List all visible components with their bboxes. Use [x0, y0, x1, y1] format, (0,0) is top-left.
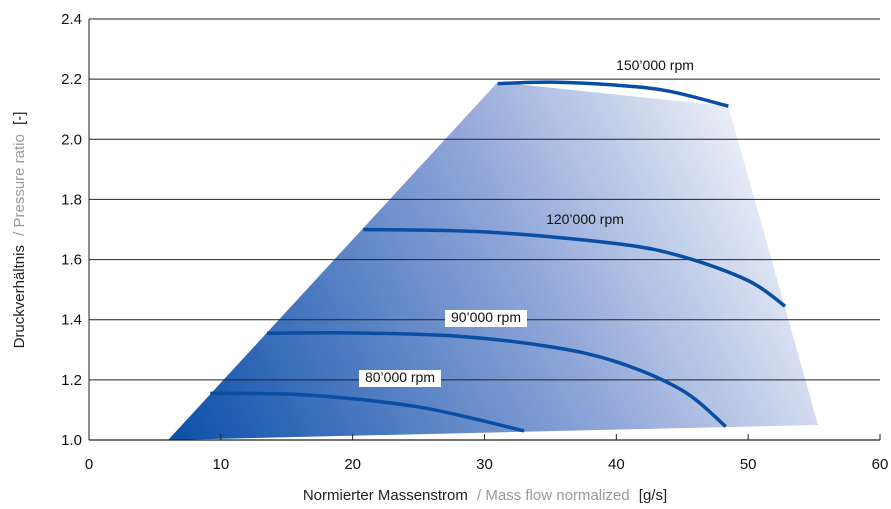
y-axis-label-secondary: / Pressure ratio: [11, 134, 28, 236]
y-tick-label: 2.0: [61, 131, 82, 148]
axes: [88, 19, 881, 441]
y-tick-label: 1.4: [61, 312, 82, 329]
x-tick-label: 60: [872, 456, 889, 473]
y-tick-labels: 1.0 1.2 1.4 1.6 1.8 2.0 2.2 2.4: [61, 11, 82, 449]
speed-label-background: [445, 310, 527, 327]
y-axis-label-unit: [-]: [11, 112, 28, 125]
speed-line-label: 120’000 rpm: [546, 211, 624, 227]
x-tick-label: 30: [476, 456, 493, 473]
y-tick-label: 1.2: [61, 372, 82, 389]
x-tick-label: 10: [212, 456, 229, 473]
speed-line: [363, 227, 787, 308]
x-tick-label: 50: [740, 456, 757, 473]
y-axis-label-primary: Druckverhältnis: [11, 245, 28, 348]
y-tick-label: 1.0: [61, 432, 82, 449]
x-axis-label-primary: Normierter Massenstrom: [303, 487, 468, 504]
speed-line: [266, 331, 727, 428]
y-tick-label: 1.6: [61, 252, 82, 269]
x-axis-label: Normierter Massenstrom / Mass flow norma…: [303, 487, 667, 504]
speed-lines: 80’000 rpm 90’000 rpm 120’000 rpm 150’000 r…: [210, 57, 787, 433]
x-tick-label: 40: [608, 456, 625, 473]
speed-line-label: 80’000 rpm: [365, 369, 435, 385]
speed-line: [210, 391, 525, 433]
speed-line-label: 90’000 rpm: [451, 309, 521, 325]
y-tick-label: 2.4: [61, 11, 82, 28]
x-tick-label: 20: [344, 456, 361, 473]
speed-line: [497, 80, 729, 108]
y-tick-label: 1.8: [61, 191, 82, 208]
operating-region: [168, 82, 819, 441]
y-axis-label: Druckverhältnis / Pressure ratio [-]: [11, 112, 28, 349]
y-tick-label: 2.2: [61, 71, 82, 88]
x-tick-labels: 0 10 20 30 40 50 60: [85, 456, 889, 473]
speed-label-background: [359, 370, 441, 387]
speed-line-label: 150’000 rpm: [616, 57, 694, 73]
x-tick-label: 0: [85, 456, 93, 473]
x-axis-label-unit: [g/s]: [639, 487, 667, 504]
x-axis-label-secondary: / Mass flow normalized: [477, 487, 630, 504]
